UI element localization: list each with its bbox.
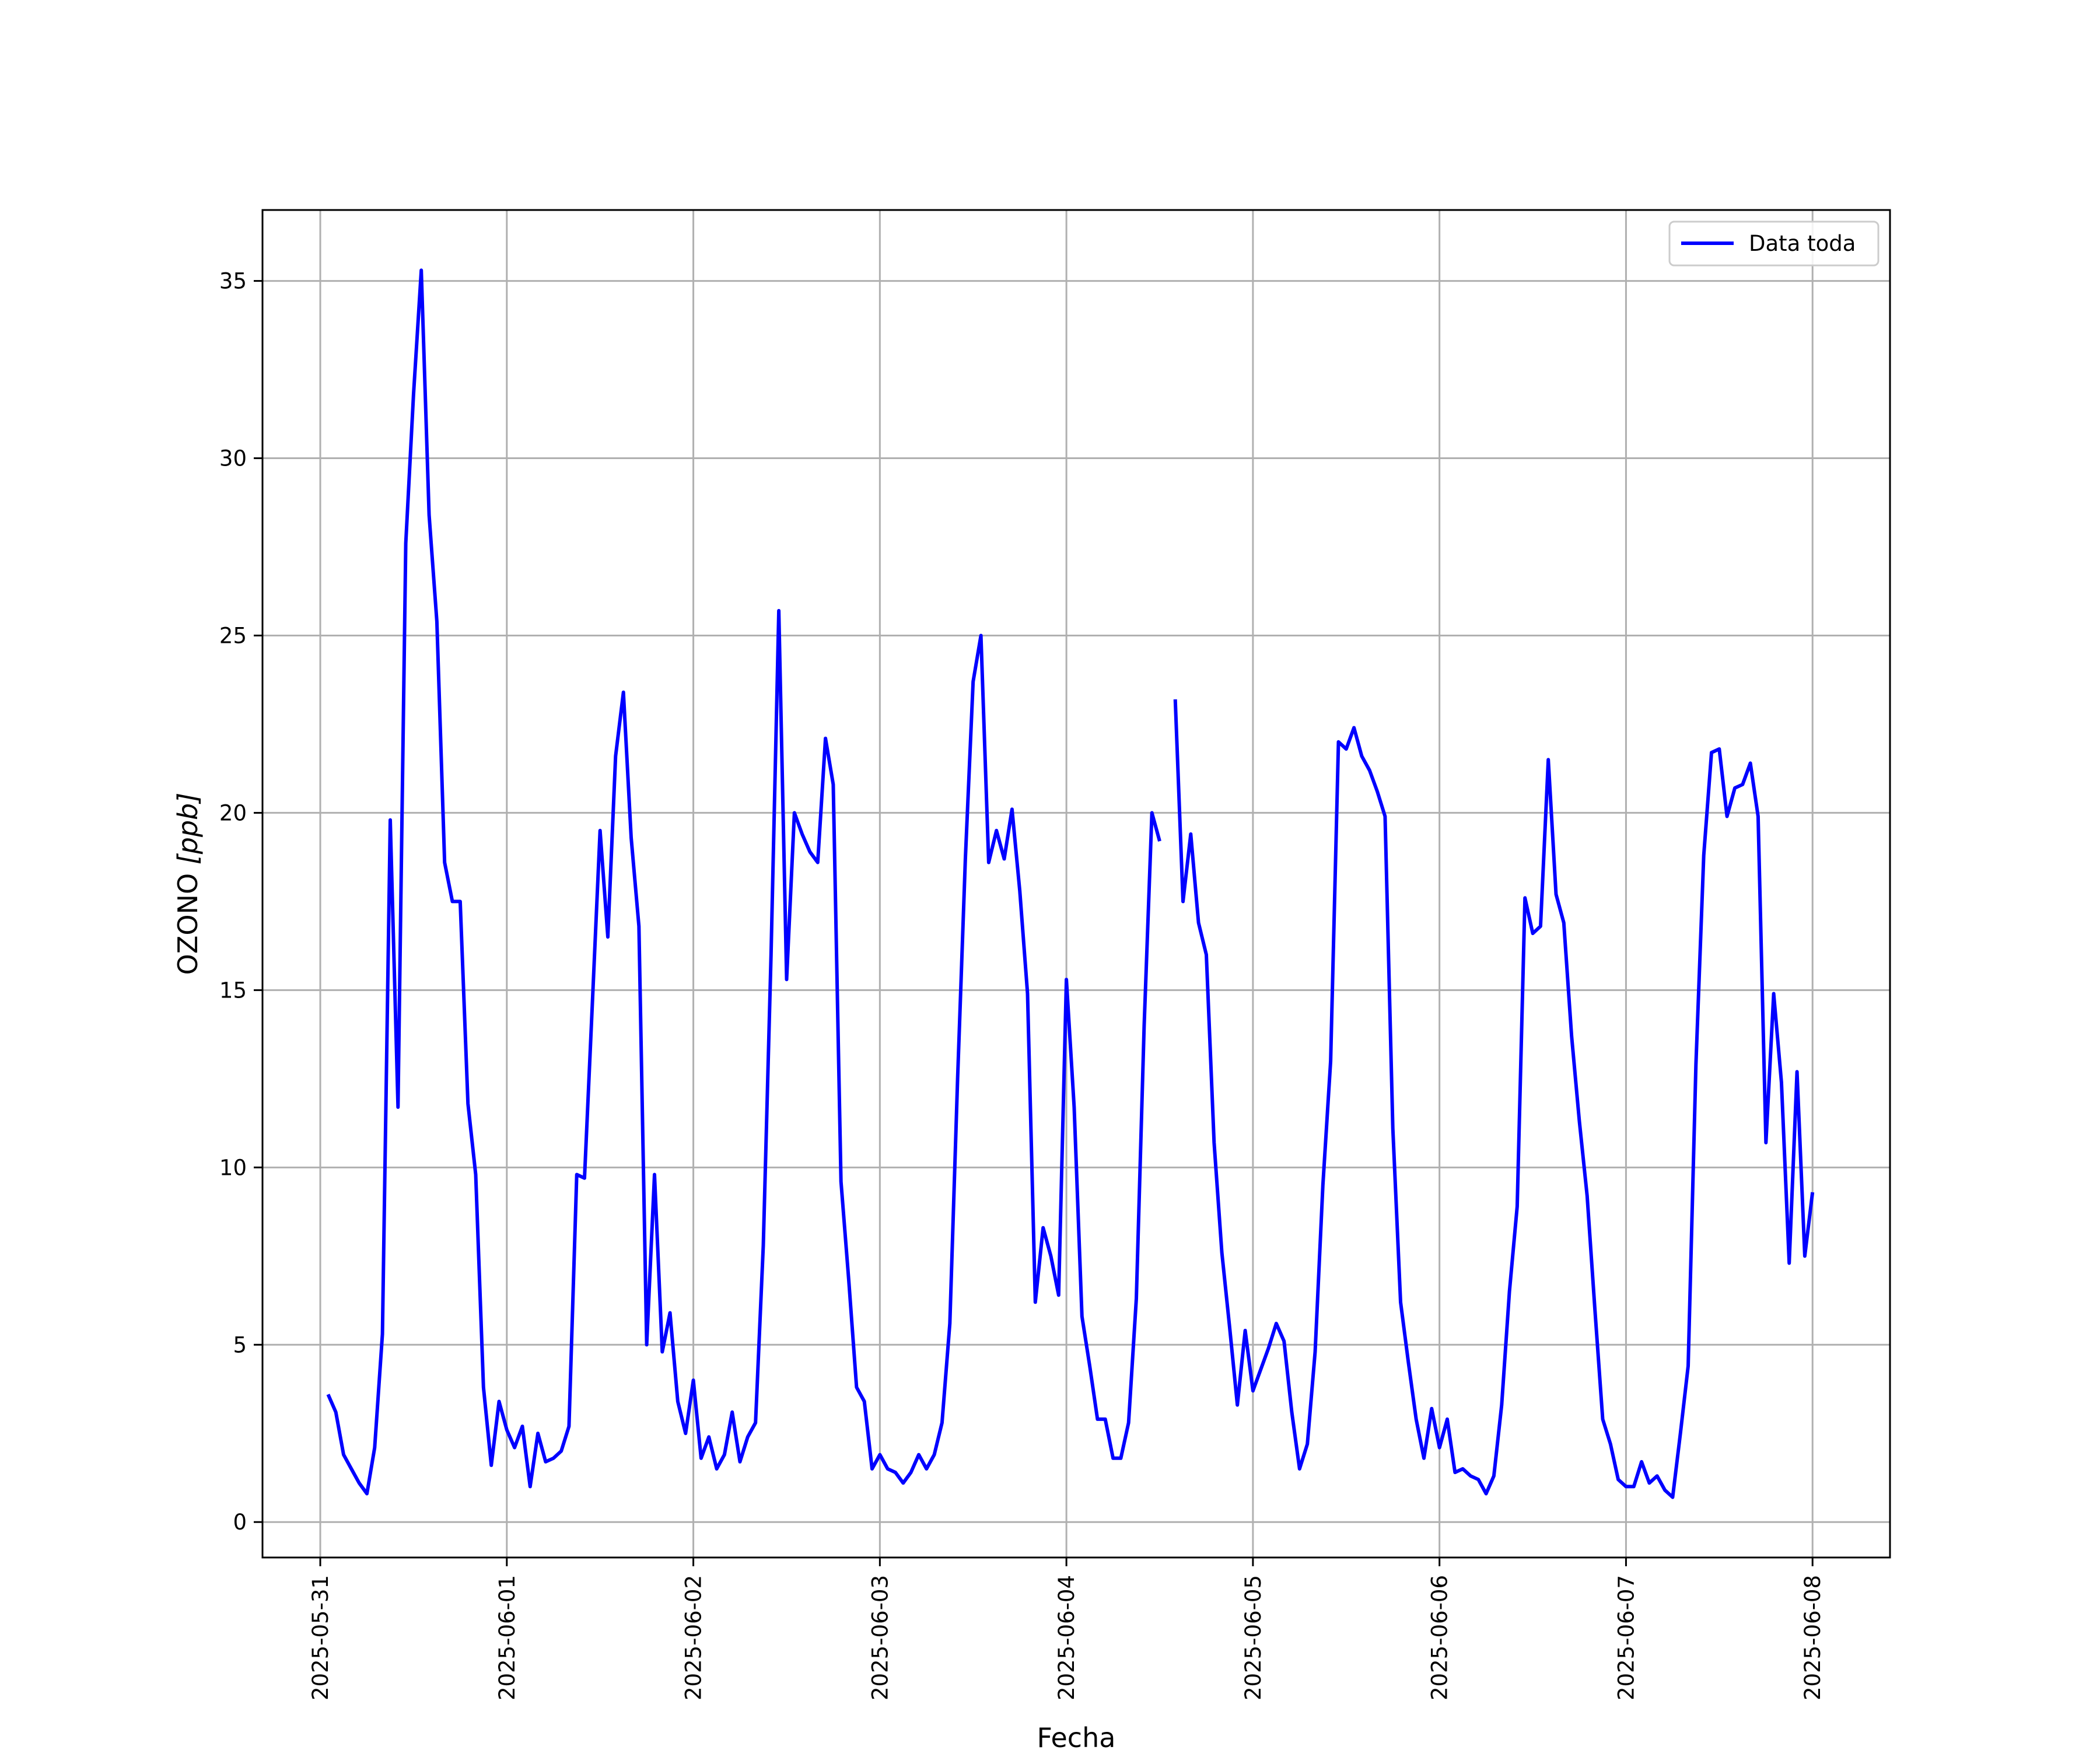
y-tick-label: 30	[219, 446, 247, 471]
plot-frame	[261, 209, 1891, 1559]
x-tick-label: 2025-06-05	[1241, 1575, 1266, 1700]
y-tick-label: 15	[219, 978, 247, 1003]
y-tick-label: 25	[219, 623, 247, 648]
grid-lines	[262, 210, 1890, 1558]
x-tick-label: 2025-06-08	[1800, 1575, 1825, 1700]
y-tick-label: 5	[233, 1332, 247, 1357]
x-tick-label: 2025-06-01	[495, 1575, 520, 1700]
series-line-segment	[326, 268, 1161, 1496]
series-line-segment	[1173, 699, 1815, 1499]
x-tick-label: 2025-06-03	[867, 1575, 892, 1700]
y-tick-label: 35	[219, 269, 247, 294]
x-tick-label: 2025-06-02	[681, 1575, 706, 1700]
x-tick-label: 2025-05-31	[308, 1575, 333, 1700]
y-tick-label: 10	[219, 1155, 247, 1180]
y-axis-ticks: 0 5 10 15 20 25 30 35	[219, 269, 262, 1535]
y-axis-label: OZONO [ppb]	[172, 793, 204, 975]
x-tick-label: 2025-06-04	[1054, 1575, 1079, 1700]
series-data-toda	[326, 268, 1815, 1499]
legend: Data toda	[1668, 220, 1880, 267]
y-axis-label-main: OZONO	[172, 864, 204, 975]
x-axis-label: Fecha	[1037, 1722, 1116, 1750]
y-tick-label: 0	[233, 1510, 247, 1535]
legend-entry-data-toda: Data toda	[1749, 231, 1856, 256]
legend-box	[1668, 220, 1880, 267]
x-tick-label: 2025-06-07	[1614, 1575, 1639, 1700]
y-tick-label: 20	[219, 800, 247, 825]
x-tick-label: 2025-06-06	[1427, 1575, 1452, 1700]
y-axis-label-unit: [ppb]	[172, 793, 204, 865]
x-axis-ticks: 2025-05-31 2025-06-01 2025-06-02 2025-06-03…	[308, 1558, 1825, 1700]
